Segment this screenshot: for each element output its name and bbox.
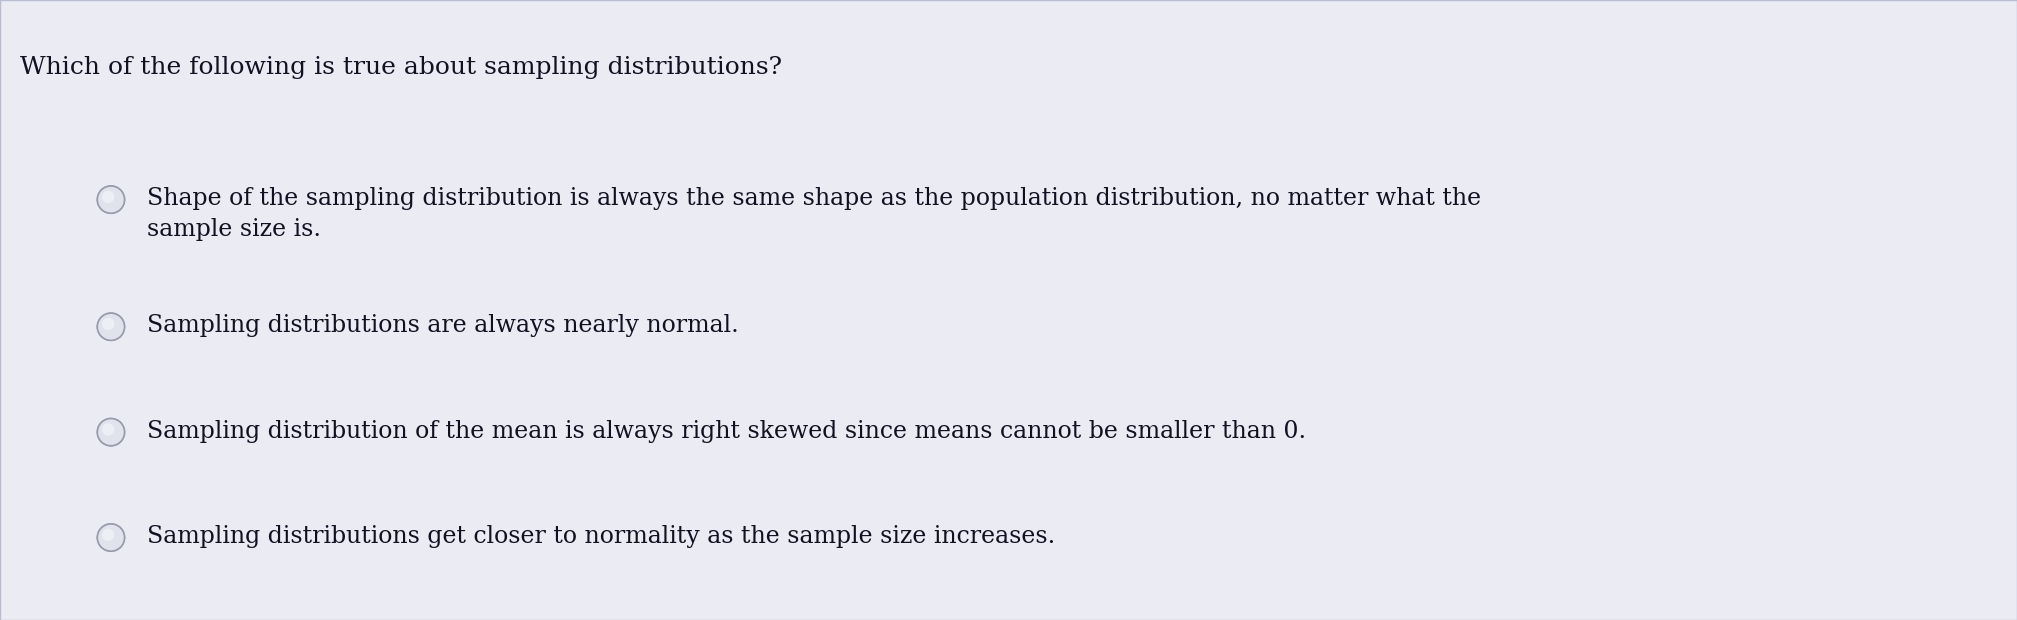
Ellipse shape [103, 529, 115, 541]
Ellipse shape [97, 313, 125, 340]
Ellipse shape [97, 418, 125, 446]
Ellipse shape [97, 523, 125, 552]
Ellipse shape [103, 423, 115, 435]
Text: Sampling distributions are always nearly normal.: Sampling distributions are always nearly… [147, 314, 738, 337]
Ellipse shape [97, 312, 125, 341]
Text: Sampling distribution of the mean is always right skewed since means cannot be s: Sampling distribution of the mean is alw… [147, 420, 1307, 443]
Ellipse shape [103, 318, 115, 330]
Text: Which of the following is true about sampling distributions?: Which of the following is true about sam… [20, 56, 783, 79]
Ellipse shape [97, 186, 125, 213]
Text: Sampling distributions get closer to normality as the sample size increases.: Sampling distributions get closer to nor… [147, 525, 1055, 548]
Ellipse shape [97, 185, 125, 214]
Ellipse shape [103, 191, 115, 203]
Text: Shape of the sampling distribution is always the same shape as the population di: Shape of the sampling distribution is al… [147, 187, 1480, 241]
Ellipse shape [97, 418, 125, 446]
Ellipse shape [97, 524, 125, 551]
